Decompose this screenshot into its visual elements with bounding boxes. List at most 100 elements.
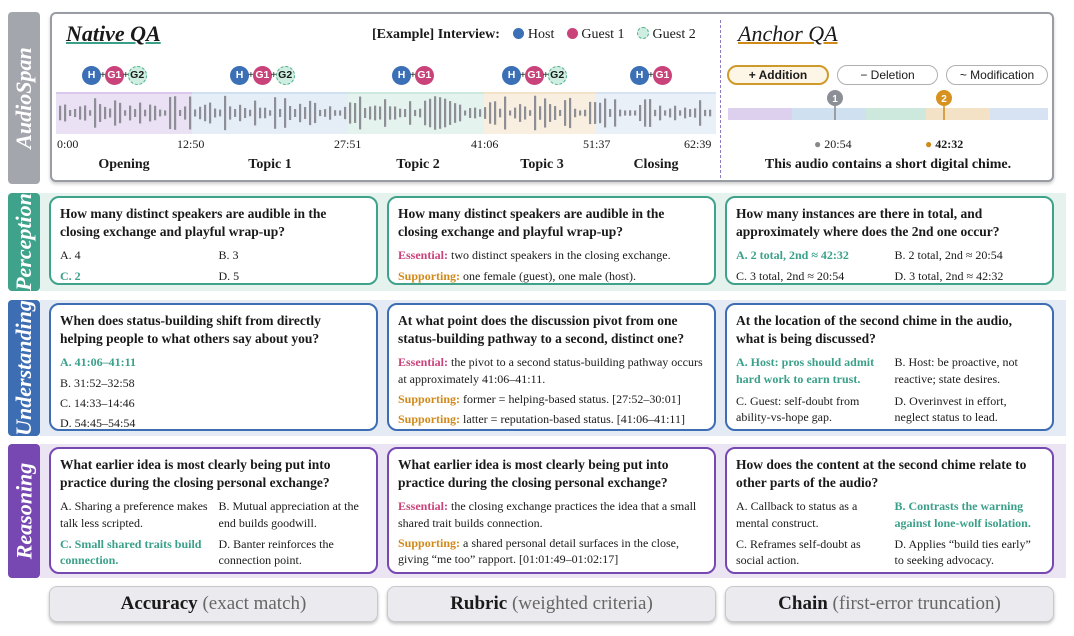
guest1-icon: G1	[414, 66, 434, 85]
waveform-bar	[559, 109, 562, 117]
waveform-bar	[379, 106, 382, 120]
waveform-bar	[659, 105, 662, 121]
waveform-bar	[214, 108, 217, 118]
essential-text: two distinct speakers in the closing exc…	[451, 248, 671, 263]
waveform-bar	[79, 106, 82, 120]
waveform-bar	[404, 109, 407, 117]
waveform-bar	[554, 106, 557, 120]
segment-label: Closing	[633, 157, 679, 172]
waveform-bar	[224, 95, 227, 131]
option-correct: A. Host: pros should admit hard work to …	[736, 355, 875, 386]
marker1-time: ● 20:54	[814, 137, 852, 151]
segment-label: Topic 1	[248, 157, 292, 172]
perception-anchor-card: How many instances are there in total, a…	[725, 196, 1054, 285]
time-label: 62:39	[684, 137, 712, 151]
waveform-bar	[489, 102, 492, 124]
understanding-rubric-card: At what point does the discussion pivot …	[387, 303, 716, 431]
waveform-bar	[494, 101, 497, 125]
tab-perception: Perception	[8, 193, 40, 291]
waveform-segment-top	[192, 92, 348, 94]
interview-label: Interview:	[437, 27, 500, 42]
waveform-bar	[329, 106, 332, 120]
understanding-anchor-card: At the location of the second chime in t…	[725, 303, 1054, 431]
waveform-bar	[694, 108, 697, 118]
anchor-timeline: 1 2	[728, 90, 1048, 120]
understanding-native-card: When does status-building shift from dir…	[49, 303, 378, 431]
option-correct: C. Small shared traits build connection.	[60, 536, 202, 567]
waveform-bar	[594, 102, 597, 124]
tab-understanding: Understanding	[8, 300, 40, 436]
option-correct: A. 2 total, 2nd ≈ 42:32	[736, 248, 849, 263]
waveform-bar	[599, 102, 602, 124]
perception-rubric-card: How many distinct speakers are audible i…	[387, 196, 716, 285]
legend-guest1: Guest 1	[581, 27, 625, 42]
waveform-bar	[349, 102, 352, 124]
waveform-segment-top	[348, 92, 484, 94]
waveform-bar	[514, 107, 517, 119]
waveform-bar	[209, 102, 212, 124]
deletion-button[interactable]: − Deletion	[837, 65, 938, 85]
waveform-bar	[504, 96, 507, 130]
chain-sub: (first-error truncation)	[832, 593, 1001, 614]
rubric-sub: (weighted criteria)	[511, 593, 653, 614]
host-icon: H	[630, 66, 649, 85]
waveform-bar	[684, 107, 687, 119]
waveform-bar	[409, 101, 412, 125]
waveform-bar	[199, 106, 202, 120]
waveform-bar	[549, 104, 552, 122]
speaker-group-topic2: H +G1	[392, 66, 434, 85]
waveform-bar	[499, 108, 502, 118]
legend-guest2: Guest 2	[652, 27, 696, 42]
question-text: When does status-building shift from dir…	[60, 313, 321, 347]
waveform-bar	[319, 109, 322, 117]
waveform-bar	[579, 110, 582, 116]
waveform-bar	[639, 104, 642, 122]
waveform-bar	[424, 100, 427, 126]
waveform-bar	[389, 106, 392, 120]
chain-label: Chain	[778, 593, 828, 614]
waveform-bar	[234, 109, 237, 117]
marker2-number: 2	[941, 94, 947, 105]
waveform-bar	[444, 98, 447, 128]
waveform-bar	[484, 107, 487, 119]
marker2-time-text: 42:32	[935, 137, 964, 151]
supporting-label: Supporting:	[398, 268, 461, 283]
waveform-bar	[304, 107, 307, 119]
waveform-bar	[619, 109, 622, 117]
waveform-bar	[114, 100, 117, 126]
time-label: 41:06	[471, 137, 499, 151]
waveform-bar	[99, 104, 102, 122]
question-text: How many distinct speakers are audible i…	[398, 206, 665, 240]
option: B. 3	[218, 248, 239, 263]
tab-reasoning-label: Reasoning	[11, 462, 36, 560]
guest1-icon: G1	[652, 66, 672, 85]
addition-button[interactable]: + Addition	[727, 65, 829, 85]
rubric-metric: Rubric (weighted criteria)	[387, 586, 716, 622]
waveform-bar	[574, 108, 577, 118]
option: D. 3 total, 2nd ≈ 42:32	[894, 268, 1004, 283]
option: D. 54:45–54:54	[60, 416, 136, 430]
waveform-segment-top	[56, 92, 192, 94]
waveform-bar	[519, 104, 522, 122]
waveform-bar	[364, 108, 367, 118]
waveform-bar	[89, 110, 92, 116]
waveform-bar	[124, 110, 127, 116]
waveform-bar	[109, 108, 112, 118]
tab-audiospan: AudioSpan	[8, 12, 40, 184]
option-correct: C. 2	[60, 268, 81, 283]
question-text: At what point does the discussion pivot …	[398, 313, 685, 347]
accuracy-metric: Accuracy (exact match)	[49, 586, 378, 622]
time-label: 12:50	[177, 137, 205, 151]
waveform-bar	[69, 110, 72, 116]
waveform-bar	[449, 101, 452, 125]
waveform-bar	[359, 96, 362, 130]
speaker-group-closing: H +G1	[630, 66, 672, 85]
option: B. Host: be proactive, not reactive; sta…	[894, 355, 1018, 386]
modification-button[interactable]: ~ Modification	[946, 65, 1048, 85]
tab-understanding-label: Understanding	[11, 300, 36, 436]
waveform-bar	[179, 109, 182, 117]
waveform-bar	[354, 103, 357, 123]
waveform-bar	[454, 103, 457, 123]
option: C. Guest: self-doubt from ability-vs-hop…	[736, 393, 860, 424]
essential-text: the closing exchange practices the idea …	[398, 499, 697, 530]
